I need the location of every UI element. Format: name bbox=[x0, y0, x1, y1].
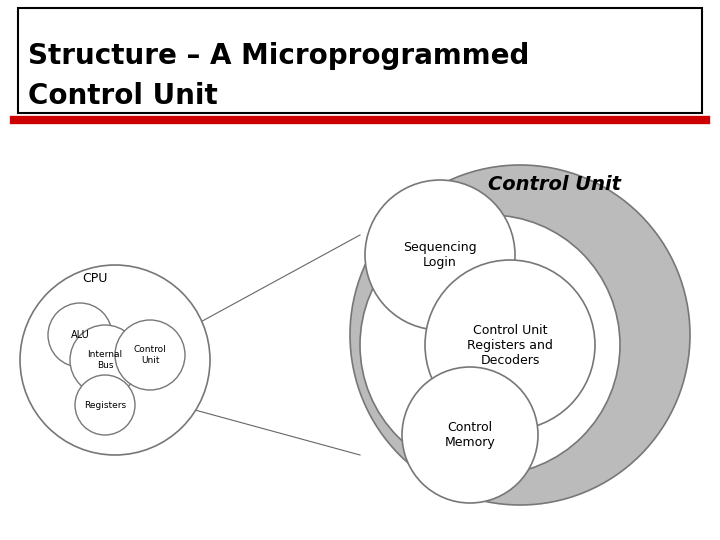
Text: Control Unit: Control Unit bbox=[28, 82, 217, 110]
Text: CPU: CPU bbox=[82, 272, 108, 285]
Text: Control
Memory: Control Memory bbox=[445, 421, 495, 449]
Text: Structure – A Microprogrammed: Structure – A Microprogrammed bbox=[28, 42, 529, 70]
Circle shape bbox=[48, 303, 112, 367]
Circle shape bbox=[75, 375, 135, 435]
Circle shape bbox=[360, 215, 620, 475]
Text: Control Unit: Control Unit bbox=[488, 176, 621, 194]
Text: Registers: Registers bbox=[84, 401, 126, 409]
Circle shape bbox=[70, 325, 140, 395]
Text: Internal
Bus: Internal Bus bbox=[87, 350, 122, 370]
Circle shape bbox=[425, 260, 595, 430]
Circle shape bbox=[20, 265, 210, 455]
Circle shape bbox=[365, 180, 515, 330]
Bar bbox=[18, 8, 702, 113]
Circle shape bbox=[350, 165, 690, 505]
Text: Control Unit
Registers and
Decoders: Control Unit Registers and Decoders bbox=[467, 323, 553, 367]
Text: Sequencing
Login: Sequencing Login bbox=[403, 241, 477, 269]
Text: ALU: ALU bbox=[71, 330, 89, 340]
Circle shape bbox=[402, 367, 538, 503]
Text: Control
Unit: Control Unit bbox=[134, 345, 166, 364]
Circle shape bbox=[115, 320, 185, 390]
